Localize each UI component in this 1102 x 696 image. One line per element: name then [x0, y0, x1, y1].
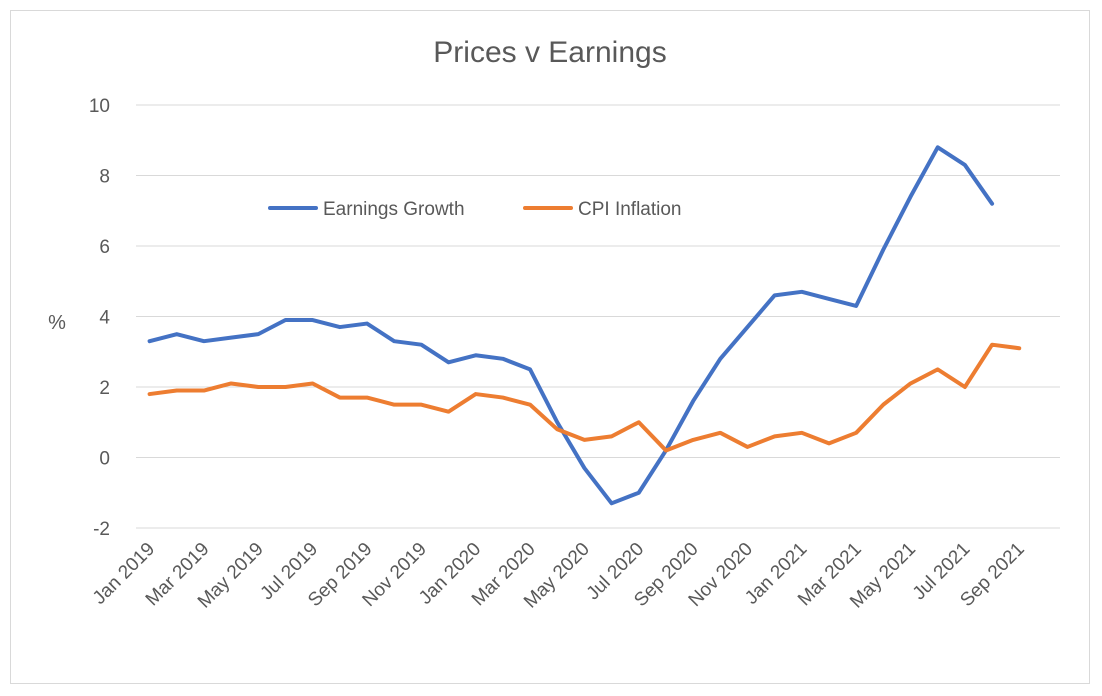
series-line-earnings-growth [147, 145, 995, 506]
y-axis-ticks: -2 0 2 4 6 8 10 [89, 96, 111, 540]
series-line-cpi-inflation [147, 342, 1022, 453]
series-lines [147, 145, 1022, 506]
y-tick-label: 4 [99, 308, 110, 329]
gridlines [136, 104, 1060, 529]
y-tick-label: 0 [99, 449, 110, 470]
y-axis-label: % [48, 312, 66, 334]
y-tick-label: -2 [93, 519, 110, 540]
chart-title: Prices v Earnings [433, 36, 666, 69]
chart-frame [10, 10, 1090, 684]
y-tick-label: 10 [89, 96, 110, 117]
y-tick-label: 2 [99, 378, 110, 399]
legend: Earnings Growth CPI Inflation [268, 199, 682, 220]
y-tick-label: 8 [99, 167, 110, 188]
legend-label: Earnings Growth [323, 199, 465, 220]
legend-label: CPI Inflation [578, 199, 682, 220]
y-tick-label: 6 [99, 237, 110, 258]
